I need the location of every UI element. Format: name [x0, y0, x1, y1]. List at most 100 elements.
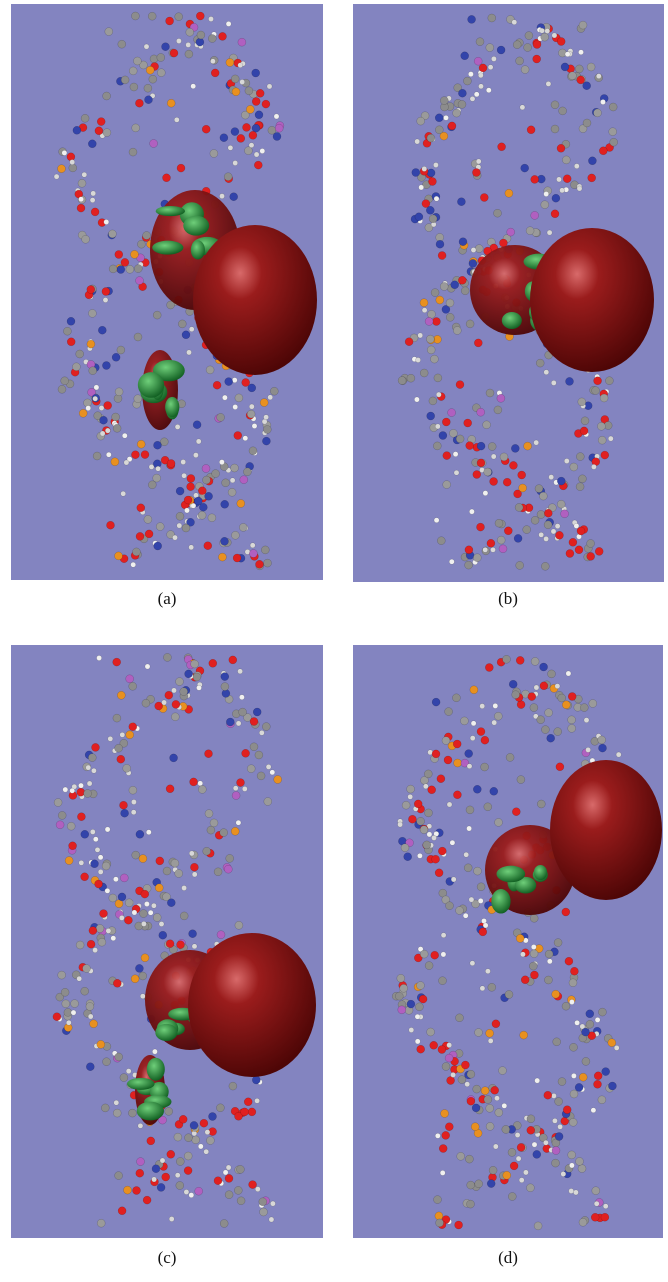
- atom: [235, 394, 243, 402]
- atom: [156, 857, 164, 865]
- atom: [186, 42, 191, 47]
- atom: [219, 460, 224, 465]
- atom: [418, 333, 423, 338]
- atom: [477, 523, 485, 531]
- atom: [100, 910, 108, 918]
- atom: [473, 554, 481, 562]
- atom: [591, 464, 596, 469]
- atom: [175, 424, 180, 429]
- atom: [587, 63, 595, 71]
- atom: [583, 119, 591, 127]
- atom: [447, 1043, 452, 1048]
- atom: [187, 483, 195, 491]
- atom: [578, 50, 583, 55]
- atom: [65, 857, 73, 865]
- atom: [63, 787, 68, 792]
- atom: [112, 413, 120, 421]
- atom: [157, 69, 165, 77]
- atom: [212, 470, 220, 478]
- atom: [67, 338, 75, 346]
- atom: [213, 381, 221, 389]
- atom: [255, 751, 263, 759]
- atom: [137, 440, 145, 448]
- orbital-lobe-green: [502, 312, 522, 329]
- atom: [115, 744, 123, 752]
- atom: [69, 842, 77, 850]
- atom: [491, 1086, 499, 1094]
- atom: [527, 1126, 535, 1134]
- atom: [599, 744, 607, 752]
- atom: [69, 164, 77, 172]
- atom: [112, 353, 120, 361]
- atom: [461, 52, 469, 60]
- atom: [526, 1184, 534, 1192]
- atom: [135, 99, 143, 107]
- atom: [547, 230, 552, 235]
- atom: [566, 377, 574, 385]
- atom: [534, 440, 539, 445]
- atom: [544, 536, 549, 541]
- atom: [169, 1216, 174, 1221]
- atom: [427, 134, 435, 142]
- atom: [178, 320, 186, 328]
- atom: [130, 83, 138, 91]
- atom: [438, 847, 446, 855]
- atom: [148, 12, 156, 20]
- atom: [470, 736, 475, 741]
- atom: [185, 50, 193, 58]
- atom: [443, 115, 448, 120]
- atom: [485, 664, 493, 672]
- atom: [234, 1186, 242, 1194]
- atom: [444, 756, 452, 764]
- atom: [466, 320, 474, 328]
- atom: [591, 1108, 596, 1113]
- atom: [221, 537, 229, 545]
- atom: [445, 708, 453, 716]
- atom: [539, 492, 547, 500]
- atom: [428, 786, 436, 794]
- atom: [600, 99, 605, 104]
- atom: [415, 1014, 420, 1019]
- atom: [143, 1196, 151, 1204]
- atom: [551, 529, 556, 534]
- atom: [517, 1143, 525, 1151]
- atom: [531, 211, 539, 219]
- atom: [524, 44, 532, 52]
- atom: [456, 907, 464, 915]
- atom: [431, 289, 439, 297]
- atom: [262, 437, 270, 445]
- atom: [103, 129, 111, 137]
- atom: [398, 1006, 406, 1014]
- atom: [240, 79, 245, 84]
- atom: [575, 1020, 580, 1025]
- atom: [439, 977, 447, 985]
- atom: [156, 523, 164, 531]
- atom: [490, 787, 498, 795]
- atom: [87, 340, 95, 348]
- atom: [417, 982, 425, 990]
- atom: [520, 105, 525, 110]
- atom: [121, 809, 129, 817]
- atom: [422, 200, 430, 208]
- atom: [205, 492, 213, 500]
- atom: [473, 471, 481, 479]
- atom: [192, 872, 197, 877]
- atom: [545, 709, 553, 717]
- atom: [595, 547, 603, 555]
- atom: [569, 1163, 574, 1168]
- atom: [526, 227, 534, 235]
- atom: [503, 1171, 511, 1179]
- atom: [473, 1085, 481, 1093]
- atom: [551, 380, 556, 385]
- atom: [486, 1104, 494, 1112]
- atom: [249, 1181, 257, 1189]
- atom: [206, 1137, 214, 1145]
- orbital-lobe: [193, 225, 317, 375]
- atom: [575, 65, 583, 73]
- atom: [94, 385, 99, 390]
- atom: [581, 417, 589, 425]
- atom: [93, 396, 98, 401]
- atom: [594, 1080, 602, 1088]
- orbital-lobe-green: [155, 1024, 177, 1041]
- atom: [557, 477, 565, 485]
